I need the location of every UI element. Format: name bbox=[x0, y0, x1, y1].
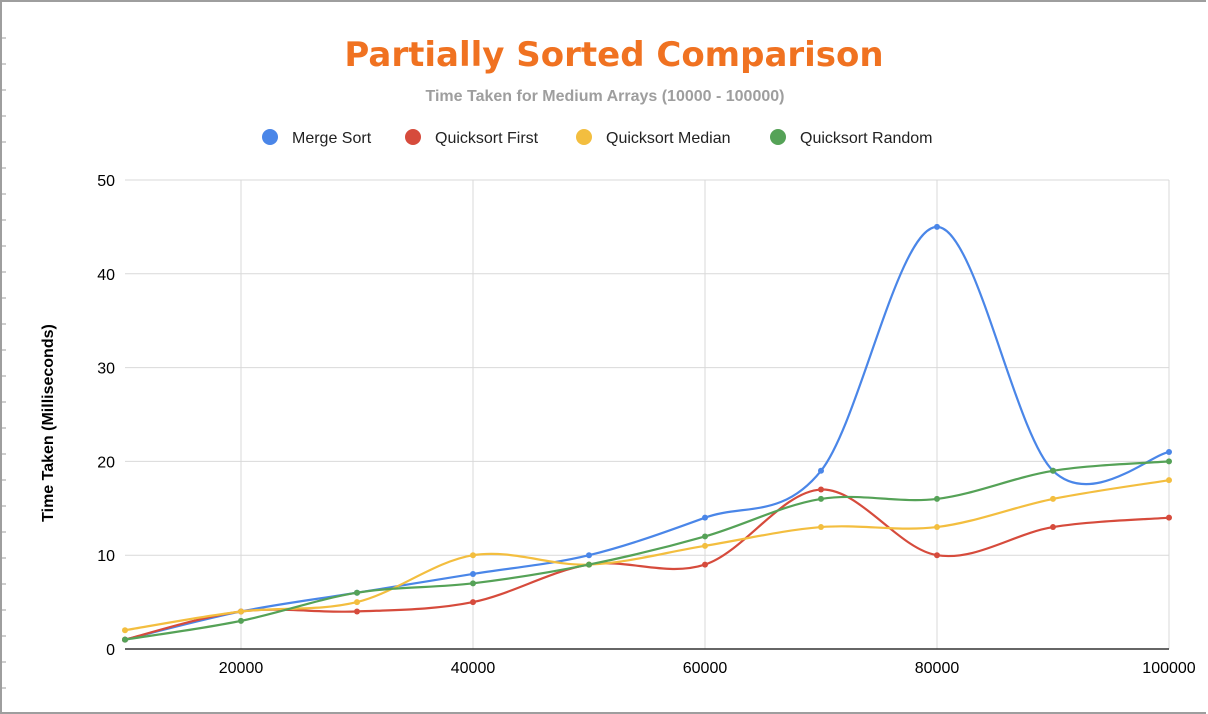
data-point-merge-sort bbox=[934, 223, 940, 230]
data-point-quicksort-first bbox=[1050, 524, 1056, 531]
series-quicksort-random bbox=[122, 458, 1172, 643]
chart-subtitle: Time Taken for Medium Arrays (10000 - 10… bbox=[426, 88, 785, 105]
data-point-quicksort-first bbox=[354, 608, 360, 615]
data-point-quicksort-first bbox=[470, 599, 476, 606]
data-point-quicksort-median bbox=[1166, 477, 1172, 484]
legend-item-quicksort-random: Quicksort Random bbox=[770, 129, 933, 147]
data-point-quicksort-first bbox=[934, 552, 940, 559]
data-point-quicksort-median bbox=[818, 524, 824, 531]
grid-lines bbox=[125, 179, 1170, 649]
y-tick-label: 0 bbox=[106, 642, 115, 659]
x-tick-label: 80000 bbox=[915, 660, 960, 677]
sheet-row-guides bbox=[0, 37, 6, 689]
y-tick-label: 10 bbox=[97, 548, 115, 565]
series-group bbox=[122, 223, 1172, 643]
y-axis-label: Time Taken (Milliseconds) bbox=[40, 324, 57, 522]
x-tick-label: 20000 bbox=[219, 660, 264, 677]
series-line-quicksort-median bbox=[124, 479, 1170, 632]
data-point-merge-sort bbox=[586, 552, 592, 559]
legend-swatch bbox=[405, 129, 421, 145]
legend-swatch bbox=[576, 129, 592, 145]
data-point-quicksort-median bbox=[1050, 495, 1056, 502]
series-merge-sort bbox=[122, 223, 1172, 643]
data-point-quicksort-median bbox=[470, 552, 476, 559]
chart-title: Partially Sorted Comparison bbox=[344, 35, 883, 75]
data-point-quicksort-median bbox=[122, 627, 128, 634]
data-point-merge-sort bbox=[1166, 449, 1172, 456]
data-point-quicksort-random bbox=[238, 617, 244, 624]
data-point-quicksort-random bbox=[122, 636, 128, 643]
series-quicksort-first bbox=[122, 486, 1172, 643]
legend-item-quicksort-first: Quicksort First bbox=[405, 129, 539, 147]
series-line-merge-sort bbox=[124, 225, 1170, 641]
series-line-quicksort-first bbox=[124, 488, 1170, 641]
data-point-quicksort-random bbox=[586, 561, 592, 568]
x-tick-label: 60000 bbox=[683, 660, 728, 677]
legend-label: Quicksort First bbox=[435, 130, 539, 147]
legend-label: Merge Sort bbox=[292, 130, 372, 147]
data-point-merge-sort bbox=[818, 467, 824, 474]
series-line-quicksort-random bbox=[124, 460, 1170, 641]
legend-swatch bbox=[770, 129, 786, 145]
data-point-quicksort-random bbox=[702, 533, 708, 540]
data-point-quicksort-random bbox=[934, 495, 940, 502]
legend-label: Quicksort Random bbox=[800, 130, 933, 147]
y-tick-label: 20 bbox=[97, 454, 115, 471]
legend-item-quicksort-median: Quicksort Median bbox=[576, 129, 731, 147]
y-tick-label: 50 bbox=[97, 173, 115, 190]
legend-swatch bbox=[262, 129, 278, 145]
data-point-quicksort-median bbox=[934, 524, 940, 531]
legend-item-merge-sort: Merge Sort bbox=[262, 129, 372, 147]
data-point-quicksort-random bbox=[354, 589, 360, 596]
data-point-quicksort-median bbox=[702, 542, 708, 549]
data-point-quicksort-first bbox=[1166, 514, 1172, 521]
data-point-quicksort-random bbox=[1166, 458, 1172, 465]
data-point-quicksort-median bbox=[238, 608, 244, 615]
legend: Merge Sort Quicksort First Quicksort Media… bbox=[262, 129, 933, 147]
data-point-quicksort-first bbox=[702, 561, 708, 568]
data-point-merge-sort bbox=[470, 570, 476, 577]
y-tick-label: 30 bbox=[97, 361, 115, 378]
data-point-quicksort-random bbox=[470, 580, 476, 587]
data-point-quicksort-random bbox=[818, 495, 824, 502]
axes: 0 10 20 30 40 50 20000 40000 60000 80000 100000 bbox=[97, 173, 1196, 677]
legend-label: Quicksort Median bbox=[606, 130, 731, 147]
y-tick-label: 40 bbox=[97, 267, 115, 284]
data-point-quicksort-median bbox=[354, 599, 360, 606]
x-tick-label: 100000 bbox=[1142, 660, 1195, 677]
data-point-merge-sort bbox=[702, 514, 708, 521]
x-tick-label: 40000 bbox=[451, 660, 496, 677]
data-point-quicksort-first bbox=[818, 486, 824, 493]
data-point-quicksort-random bbox=[1050, 467, 1056, 474]
